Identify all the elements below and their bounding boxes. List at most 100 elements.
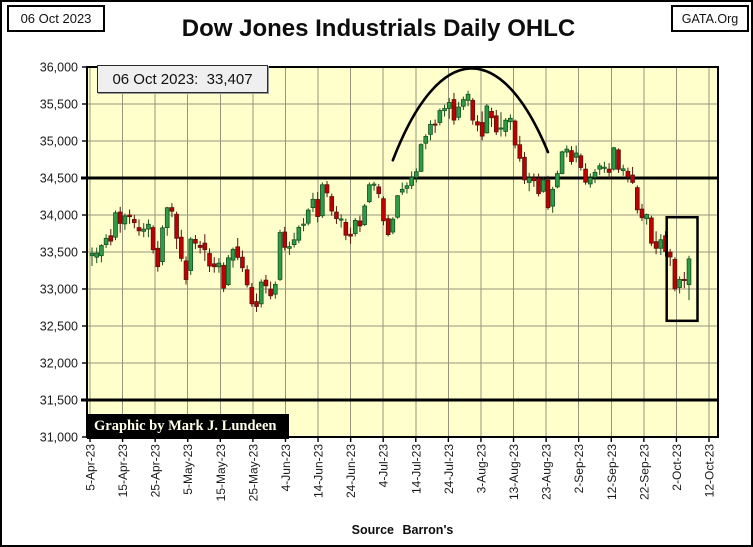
candle-body: [667, 251, 673, 258]
candle-body: [376, 186, 382, 195]
candle-body: [475, 121, 480, 126]
candle-body: [493, 115, 499, 133]
candle-body: [620, 168, 626, 172]
candle-body: [602, 166, 607, 169]
candle-body: [681, 278, 687, 281]
candle-body: [291, 239, 297, 245]
y-tick-label: 32,000: [40, 357, 78, 371]
y-tick-label: 33,000: [40, 283, 78, 297]
candle-body: [310, 198, 316, 208]
candle-body: [117, 211, 123, 224]
candle-body: [174, 213, 179, 239]
candle-body: [371, 183, 377, 186]
y-tick-label: 35,000: [40, 135, 78, 149]
candle-body: [432, 123, 438, 126]
x-tick-label: 3-Aug-23: [474, 444, 488, 494]
candle-body: [108, 235, 114, 242]
x-tick-label: 24-Jun-23: [344, 444, 358, 498]
y-tick-label: 32,500: [40, 320, 78, 334]
candle-body: [113, 212, 118, 238]
candle-body: [569, 150, 574, 162]
candle-body: [611, 147, 617, 170]
candle-body: [282, 231, 288, 248]
candle-body: [160, 227, 165, 263]
x-tick-label: 2-Sep-23: [572, 444, 586, 494]
candle-body: [423, 136, 429, 144]
x-tick-label: 25-Apr-23: [149, 444, 163, 498]
last-quote-box: 06 Oct 2023: 33,407: [97, 65, 268, 93]
candle-body: [686, 258, 692, 285]
y-tick-label: 33,500: [40, 246, 78, 260]
candle-body: [489, 111, 494, 119]
x-tick-label: 13-Aug-23: [507, 444, 521, 500]
candle-body: [512, 120, 518, 146]
candle-body: [150, 227, 156, 251]
x-tick-label: 24-Jul-23: [442, 444, 456, 494]
candle-body: [338, 218, 344, 221]
candle-body: [103, 237, 109, 245]
candle-body: [235, 246, 241, 258]
candle-body: [498, 127, 504, 130]
candle-body: [334, 211, 339, 220]
x-tick-label: 4-Jun-23: [279, 444, 293, 492]
x-tick-label: 15-May-23: [214, 444, 228, 502]
candle-body: [211, 263, 217, 268]
candle-body: [503, 119, 508, 132]
candle-body: [390, 218, 396, 233]
candle-body: [301, 223, 306, 226]
candle-body: [329, 196, 335, 212]
candle-body: [522, 156, 527, 181]
candle-body: [508, 117, 513, 123]
candle-body: [399, 188, 405, 193]
candle-body: [127, 214, 132, 218]
gata-org-box: GATA.Org: [671, 5, 749, 32]
candle-body: [409, 176, 414, 186]
candle-body: [296, 226, 302, 241]
candle-body: [653, 241, 659, 249]
candle-body: [268, 288, 273, 297]
candle-body: [442, 108, 447, 112]
candle-body: [545, 179, 551, 209]
candle-body: [395, 195, 400, 218]
candle-body: [277, 232, 283, 280]
candle-body: [146, 223, 151, 230]
x-tick-label: 2-Oct-23: [670, 444, 684, 491]
rounding-top-curve: [391, 67, 550, 162]
candle-body: [193, 239, 198, 244]
candle-body: [164, 207, 170, 228]
candle-body: [183, 260, 189, 280]
credit-box: Graphic by Mark J. Lundeen: [87, 414, 289, 439]
candle-body: [446, 102, 452, 109]
candle-body: [587, 177, 593, 185]
x-tick-label: 22-Sep-23: [637, 444, 651, 500]
candle-body: [555, 173, 560, 188]
candle-body: [202, 242, 208, 251]
candle-body: [315, 199, 320, 217]
candle-body: [249, 287, 255, 305]
candle-body: [414, 171, 419, 178]
candle-body: [672, 258, 678, 290]
candle-body: [99, 245, 104, 257]
candle-body: [536, 178, 541, 195]
candle-body: [385, 218, 391, 236]
y-tick-label: 34,000: [40, 209, 78, 223]
page-title: Dow Jones Industrials Daily OHLC: [181, 15, 576, 42]
x-tick-label: 4-Jul-23: [377, 444, 391, 488]
candle-body: [155, 247, 161, 268]
candle-body: [240, 256, 245, 269]
candle-body: [94, 252, 100, 258]
candle-body: [367, 184, 372, 203]
x-tick-label: 15-Apr-23: [116, 444, 130, 498]
candle-body: [362, 205, 367, 226]
y-tick-label: 31,000: [40, 431, 78, 445]
candle-body: [461, 99, 466, 107]
candle-body: [583, 168, 588, 183]
candle-body: [559, 151, 565, 174]
candle-body: [630, 174, 635, 183]
highlight-box: [665, 215, 699, 323]
x-tick-label: 5-Apr-23: [84, 444, 98, 491]
candle-body: [639, 208, 645, 219]
candle-body: [531, 177, 537, 182]
